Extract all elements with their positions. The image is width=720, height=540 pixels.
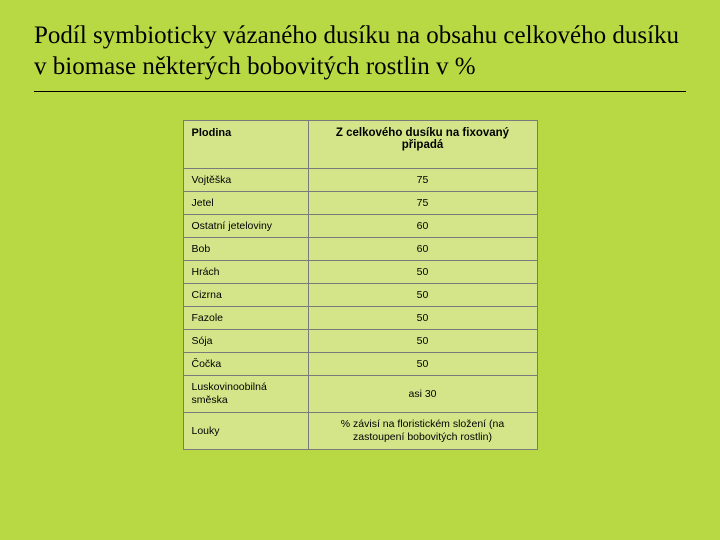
table-header-row: Plodina Z celkového dusíku na fixovaný p…: [183, 120, 537, 168]
table-row: Fazole 50: [183, 306, 537, 329]
cell-plodina: Fazole: [183, 306, 308, 329]
cell-plodina: Luskovinoobilná směska: [183, 375, 308, 412]
cell-plodina: Cizrna: [183, 283, 308, 306]
table-row: Vojtěška 75: [183, 168, 537, 191]
cell-value: 60: [308, 237, 537, 260]
table-row: Louky % závisí na floristickém složení (…: [183, 412, 537, 449]
cell-plodina: Čočka: [183, 352, 308, 375]
slide-title: Podíl symbioticky vázaného dusíku na obs…: [34, 20, 686, 92]
table-row: Luskovinoobilná směska asi 30: [183, 375, 537, 412]
cell-value: 75: [308, 168, 537, 191]
table-row: Hrách 50: [183, 260, 537, 283]
slide: Podíl symbioticky vázaného dusíku na obs…: [0, 0, 720, 540]
data-table: Plodina Z celkového dusíku na fixovaný p…: [183, 120, 538, 451]
table-row: Ostatní jeteloviny 60: [183, 214, 537, 237]
cell-value: 50: [308, 352, 537, 375]
cell-value: 50: [308, 260, 537, 283]
table-row: Čočka 50: [183, 352, 537, 375]
cell-plodina: Vojtěška: [183, 168, 308, 191]
cell-plodina: Louky: [183, 412, 308, 449]
cell-value: 50: [308, 329, 537, 352]
cell-value: 75: [308, 191, 537, 214]
cell-value: 50: [308, 283, 537, 306]
table-wrap: Plodina Z celkového dusíku na fixovaný p…: [34, 120, 686, 451]
column-header-plodina: Plodina: [183, 120, 308, 168]
column-header-fixovany: Z celkového dusíku na fixovaný připadá: [308, 120, 537, 168]
cell-plodina: Ostatní jeteloviny: [183, 214, 308, 237]
table-row: Cizrna 50: [183, 283, 537, 306]
table-row: Sója 50: [183, 329, 537, 352]
cell-value: % závisí na floristickém složení (na zas…: [308, 412, 537, 449]
cell-value: 50: [308, 306, 537, 329]
cell-value: 60: [308, 214, 537, 237]
table-row: Jetel 75: [183, 191, 537, 214]
cell-plodina: Bob: [183, 237, 308, 260]
table-row: Bob 60: [183, 237, 537, 260]
cell-plodina: Sója: [183, 329, 308, 352]
cell-plodina: Jetel: [183, 191, 308, 214]
cell-value: asi 30: [308, 375, 537, 412]
cell-plodina: Hrách: [183, 260, 308, 283]
